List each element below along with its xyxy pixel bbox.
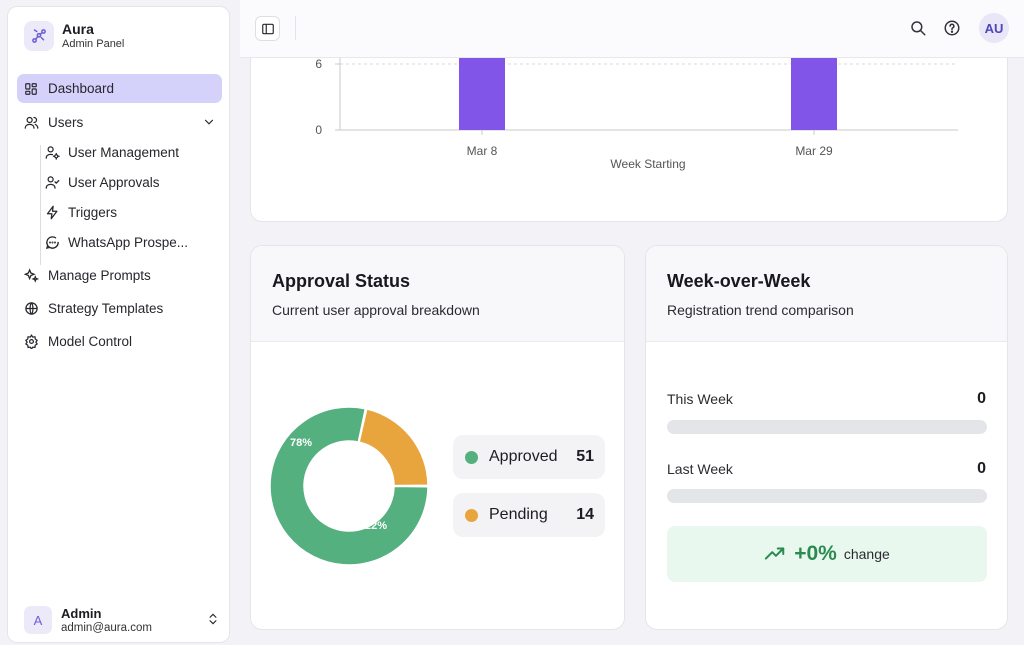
sidebar-item-label: User Approvals [68,174,160,190]
brand[interactable]: Aura Admin Panel [24,21,124,51]
sparkles-icon [23,268,39,284]
x-tick-label: Mar 29 [795,144,833,158]
sidebar-item-label: Manage Prompts [48,268,151,283]
donut-slice-approved [269,406,429,566]
submenu-guide-line [40,145,41,265]
chevron-down-icon [202,115,216,132]
sidebar-item-triggers[interactable]: Triggers [44,200,117,224]
card-title: Approval Status [272,271,411,291]
brand-subtitle: Admin Panel [62,38,125,50]
sidebar: Aura Admin Panel Dashboard Users User Ma… [7,6,230,643]
user-name: Admin [61,605,102,621]
user-menu[interactable]: A Admin admin@aura.com [24,603,224,637]
sidebar-item-user-approvals[interactable]: User Approvals [44,170,160,194]
search-icon [911,21,926,36]
globe-icon [23,301,39,317]
last-week-value: 0 [977,460,986,477]
message-circle-icon [44,234,60,250]
sidebar-item-manage-prompts[interactable]: Manage Prompts [17,261,222,290]
week-over-week-card: Week-over-Week Registration trend compar… [645,245,1008,630]
settings-icon [23,334,39,350]
sidebar-item-model-control[interactable]: Model Control [17,327,222,356]
sidebar-item-label: WhatsApp Prospe... [68,234,189,250]
topbar-divider [295,16,296,40]
donut-slice-pending [358,408,429,487]
topbar: AU [240,0,1024,58]
y-tick-label: 6 [315,57,322,71]
sidebar-item-strategy-templates[interactable]: Strategy Templates [17,294,222,323]
users-icon [23,115,39,131]
this-week-progress-bar [667,420,987,434]
legend-item-approved: Approved 51 [453,435,605,479]
sidebar-item-label: Triggers [68,204,118,220]
avatar: A [24,606,52,634]
y-tick-label: 0 [315,123,322,137]
card-header: Approval Status Current user approval br… [251,246,624,342]
card-subtitle: Current user approval breakdown [272,302,480,318]
change-label: change [843,546,890,562]
help-circle-icon [944,20,960,36]
user-check-icon [44,174,60,190]
user-email: admin@aura.com [61,621,152,634]
sidebar-item-dashboard[interactable]: Dashboard [17,74,222,103]
x-axis-label: Week Starting [610,157,685,171]
trending-up-icon [765,547,785,560]
sidebar-item-label: Users [48,115,84,130]
user-cog-icon [44,144,60,160]
legend-value: 14 [576,506,594,523]
legend-value: 51 [576,448,594,465]
sidebar-item-users[interactable]: Users [17,108,222,137]
approved-dot [465,450,478,464]
chevrons-up-down-icon [206,612,220,631]
last-week-label: Last Week [667,461,733,477]
card-title: Week-over-Week [667,271,811,291]
aura-logo-icon [24,21,54,51]
grid-icon [23,81,39,97]
panel-left-icon [261,23,274,34]
sidebar-item-label: Model Control [48,334,133,349]
sidebar-item-label: Strategy Templates [48,301,164,316]
help-button[interactable] [942,18,962,38]
card-header: Week-over-Week Registration trend compar… [646,246,1007,342]
change-value: +0% [794,542,837,565]
zap-icon [44,204,60,220]
this-week-label: This Week [667,391,733,407]
sidebar-item-label: User Management [68,144,180,160]
sidebar-item-whatsapp-prospects[interactable]: WhatsApp Prospe... [44,230,188,254]
sidebar-item-user-management[interactable]: User Management [44,140,179,164]
approval-status-card: Approval Status Current user approval br… [250,245,625,630]
sidebar-item-label: Dashboard [48,81,115,96]
card-subtitle: Registration trend comparison [667,302,854,318]
pending-dot [465,508,478,522]
change-summary: +0% change [667,526,987,582]
last-week-progress-bar [667,489,987,503]
donut-percent-label: 78% [290,437,312,449]
approval-donut-chart: 78% 22% [269,406,429,566]
legend-label: Approved [489,448,558,465]
sidebar-toggle-button[interactable] [255,16,280,41]
legend-label: Pending [489,506,548,523]
x-tick-label: Mar 8 [467,144,498,158]
legend-item-pending: Pending 14 [453,493,605,537]
donut-percent-label: 22% [365,520,387,532]
brand-name: Aura [62,21,94,37]
user-avatar-button[interactable]: AU [979,13,1009,43]
search-button[interactable] [908,18,928,38]
this-week-value: 0 [977,390,986,407]
